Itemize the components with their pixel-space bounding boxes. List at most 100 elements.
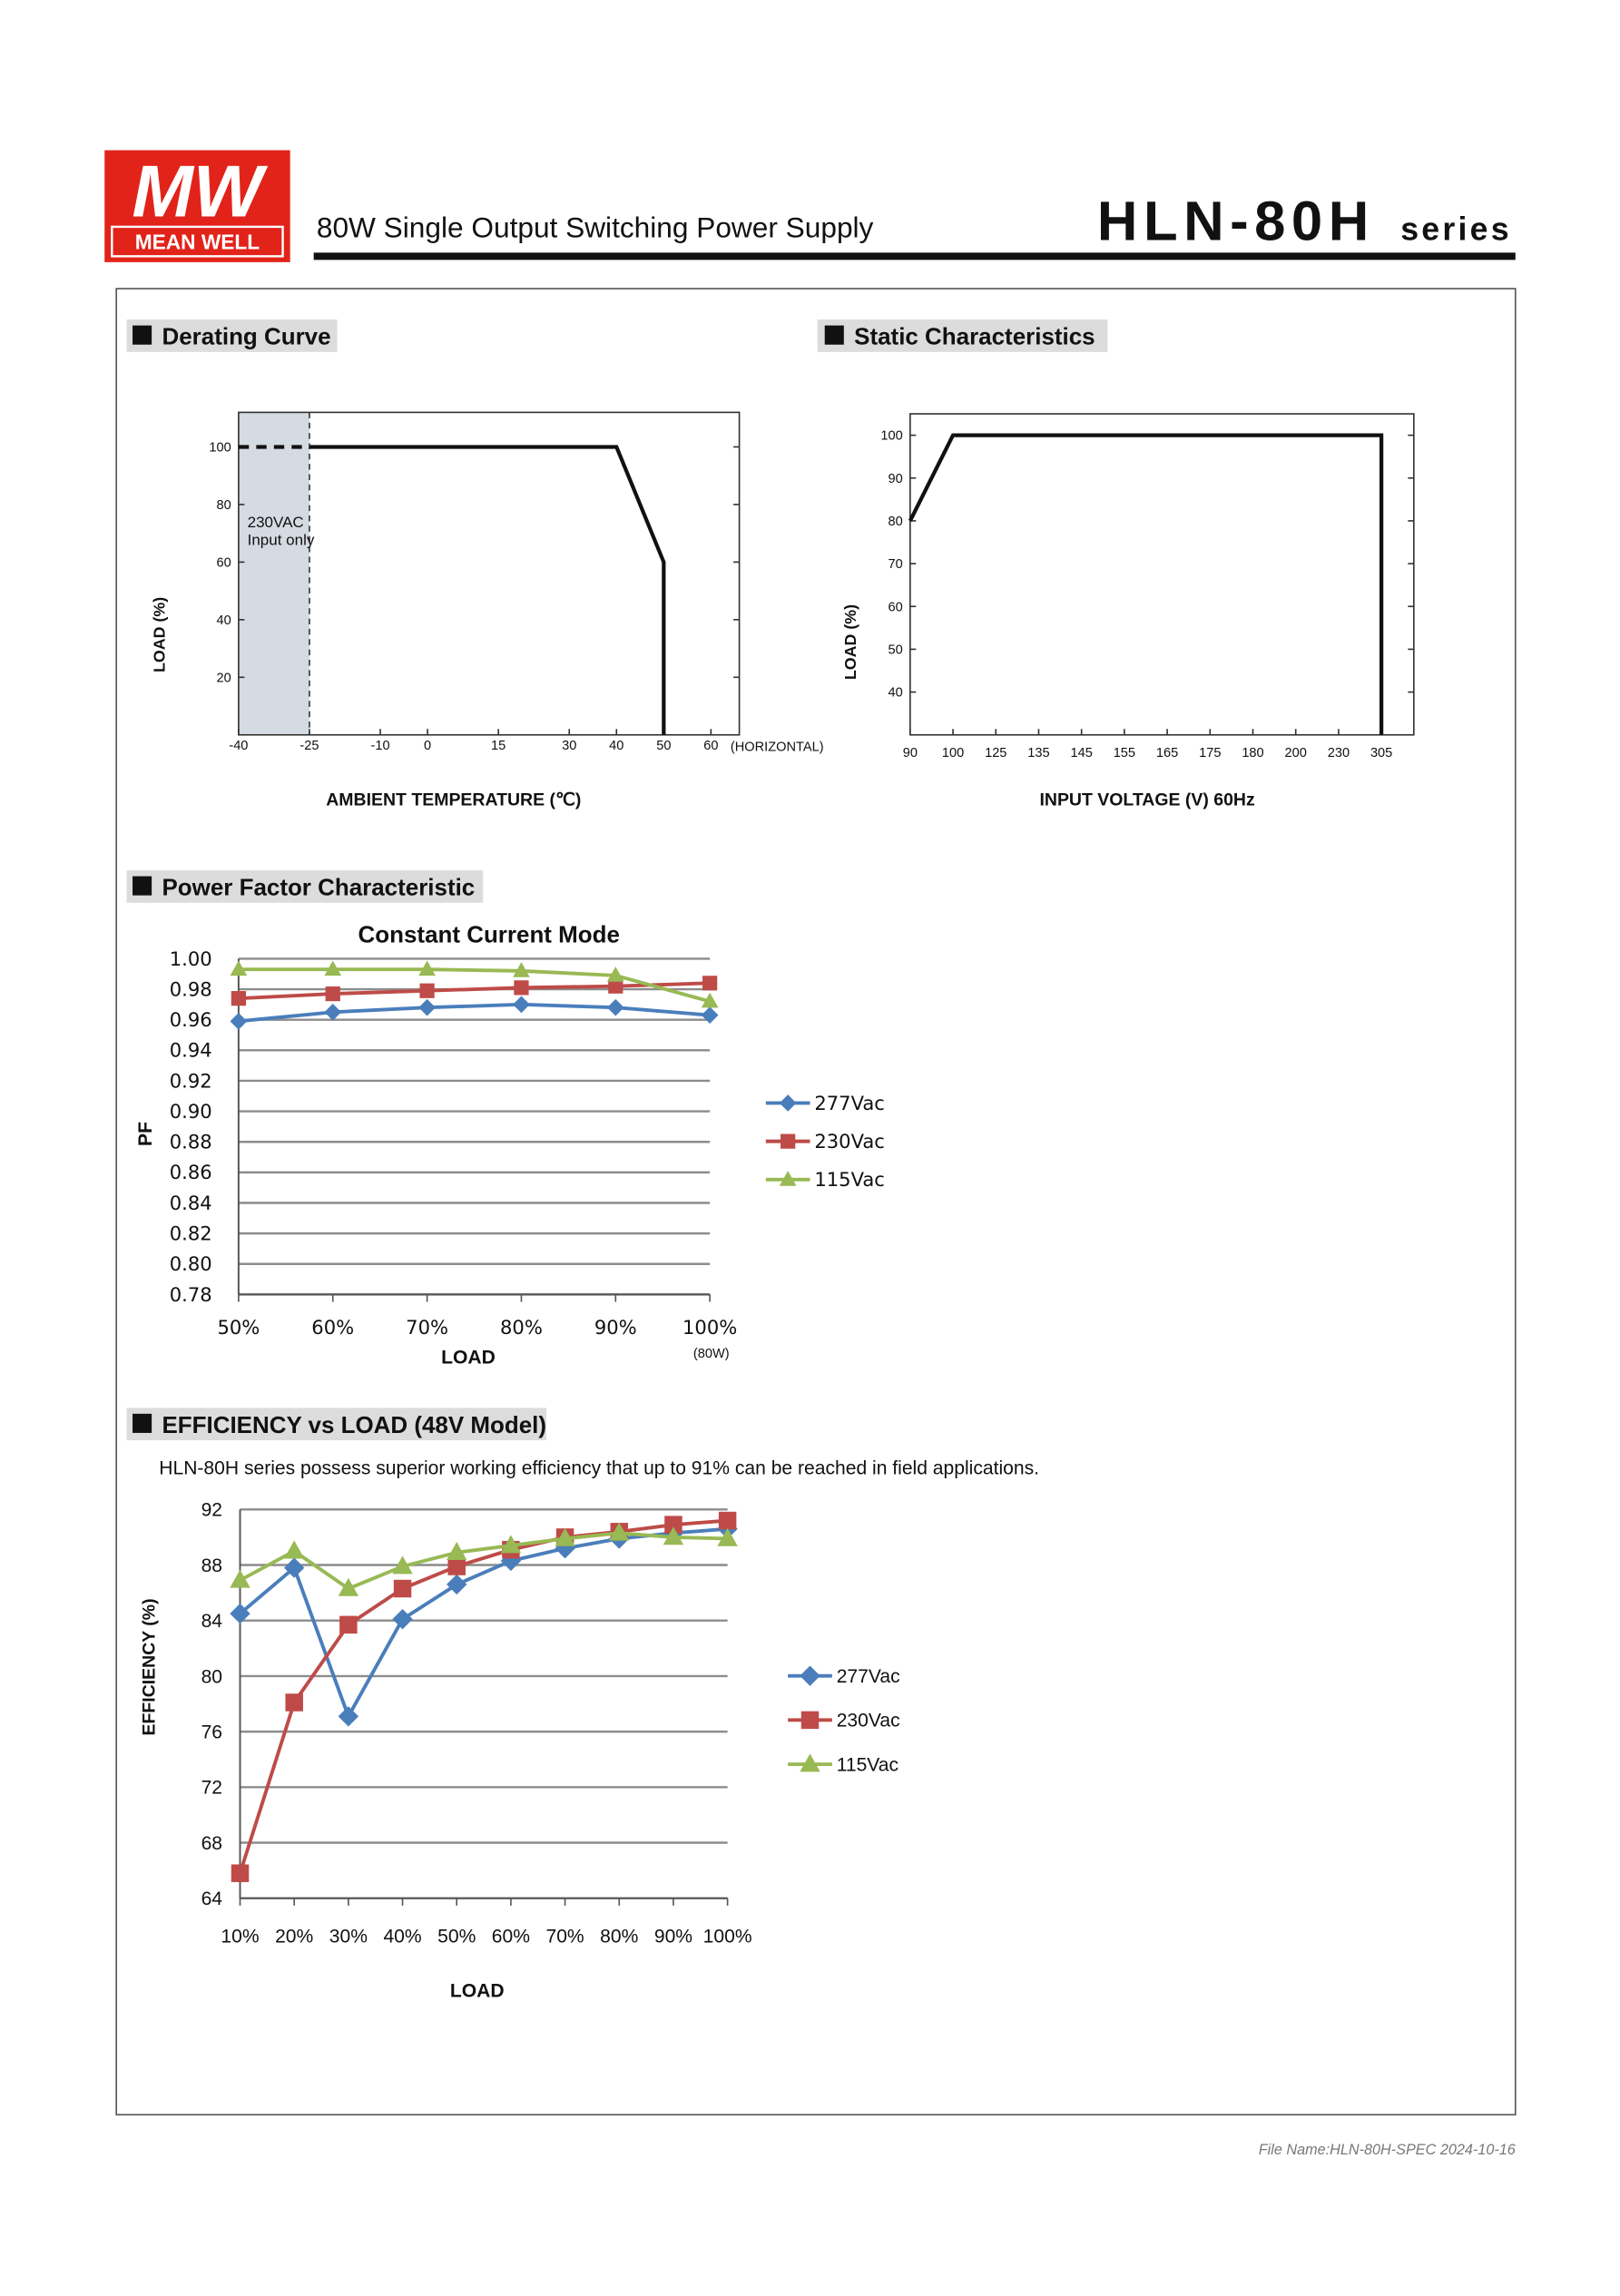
data-point — [447, 1557, 466, 1575]
content-frame — [115, 288, 1517, 2116]
y-tick-label: 50 — [888, 643, 902, 658]
data-point — [500, 1550, 522, 1572]
chart: 1.00 0.98 0.96 0.94 0.92 0.90 0.88 0.86 0.84 0.82… — [135, 921, 885, 1369]
y-tick-label: 84 — [201, 1611, 223, 1632]
x-tick-label: 0 — [424, 739, 431, 753]
model-name: HLN-80H — [1097, 191, 1375, 253]
y-tick-label: 64 — [201, 1889, 223, 1909]
y-tick-label: 1.00 — [170, 947, 212, 970]
series-line — [309, 445, 666, 735]
section-heading: EFFICIENCY vs LOAD (48V Model) — [126, 1408, 547, 1441]
data-point — [701, 992, 719, 1008]
chart: 64 68 72 76 80 84 88 92 10% 20% 30% 40% 50% 60% 70% 80%… — [139, 1500, 899, 2002]
y-tick-label: 100 — [880, 429, 902, 444]
data-point — [447, 1574, 467, 1595]
heading-bullet — [133, 1413, 152, 1433]
x-tick-label: 100% — [682, 1316, 737, 1339]
annotation: 230VAC — [248, 514, 304, 531]
model-series: series — [1400, 211, 1512, 248]
heading-bullet — [824, 325, 844, 345]
data-point — [418, 960, 436, 976]
heading-text: Derating Curve — [162, 323, 331, 350]
heading-text: Static Characteristics — [854, 323, 1095, 350]
x-label: INPUT VOLTAGE (V) 60Hz — [1039, 790, 1255, 810]
x-tick-label: -10 — [370, 739, 389, 753]
data-point — [393, 1579, 412, 1598]
legend-marker — [800, 1665, 820, 1686]
data-point — [283, 1540, 305, 1559]
heading-bg — [126, 870, 484, 903]
x-tick-label: 125 — [985, 746, 1006, 760]
data-point — [231, 991, 246, 1006]
y-tick-label: 80 — [217, 498, 231, 513]
x-note: (HORIZONTAL) — [731, 741, 824, 755]
logo-frame — [111, 225, 284, 258]
x-label: AMBIENT TEMPERATURE (℃) — [326, 790, 581, 810]
doc-subtitle: 80W Single Output Switching Power Supply — [317, 211, 874, 243]
section-heading: Static Characteristics — [817, 319, 1108, 352]
data-point — [663, 1526, 684, 1545]
y-tick-label: 0.94 — [170, 1039, 212, 1062]
x-tick-label: -25 — [299, 739, 319, 753]
heading-bg — [126, 1408, 547, 1441]
x-tick-label: 30% — [329, 1926, 368, 1947]
y-tick-label: 0.84 — [170, 1192, 212, 1214]
x-tick-label: 50% — [217, 1316, 260, 1339]
series-line — [908, 433, 1384, 735]
x-tick-label: 60 — [703, 739, 718, 753]
y-tick-label: 60 — [217, 555, 231, 570]
x-tick-label: 40 — [609, 739, 623, 753]
legend-marker — [800, 1711, 820, 1730]
series-line — [238, 1002, 711, 1024]
data-point — [230, 1013, 248, 1030]
logo-text: MEAN WELL — [135, 230, 260, 253]
x-tick-label: 70% — [545, 1926, 584, 1947]
y-tick-label: 60 — [888, 600, 902, 614]
plot-frame — [238, 411, 741, 736]
data-point — [717, 1527, 738, 1546]
legend-label: 230Vac — [837, 1711, 900, 1732]
y-label: LOAD (%) — [841, 604, 859, 680]
heading-bg — [126, 319, 338, 352]
legend-label: 277Vac — [837, 1666, 900, 1687]
y-tick-label: 76 — [201, 1722, 222, 1742]
data-point — [230, 960, 248, 976]
x-tick-label: 70% — [406, 1316, 448, 1339]
x-tick-label: 90 — [903, 746, 918, 760]
x-tick-label: 60% — [492, 1926, 530, 1947]
y-label: EFFICIENCY (%) — [139, 1598, 159, 1735]
x-tick-label: 90% — [594, 1316, 637, 1339]
x-tick-label: 100 — [942, 746, 964, 760]
data-point — [392, 1608, 413, 1630]
data-point — [230, 1603, 250, 1624]
heading-text: EFFICIENCY vs LOAD (48V Model) — [162, 1411, 547, 1438]
x-tick-label: 305 — [1370, 746, 1392, 760]
x-tick-label: 90% — [654, 1926, 692, 1947]
legend-marker — [779, 1171, 797, 1186]
title: Constant Current Mode — [358, 921, 620, 948]
y-tick-label: 0.90 — [170, 1100, 212, 1123]
y-tick-label: 0.96 — [170, 1008, 212, 1031]
y-tick-label: 68 — [201, 1833, 222, 1854]
data-point — [500, 1535, 522, 1554]
data-point — [418, 998, 436, 1016]
series-line — [238, 967, 711, 1004]
annotation: Input only — [248, 531, 315, 548]
heading-bullet — [133, 325, 152, 345]
y-tick-label: 40 — [888, 686, 902, 701]
data-point — [609, 1522, 630, 1541]
x-label: LOAD — [441, 1348, 496, 1369]
chart: 20 40 60 80 100 -40 -25 -10 0 15 30 40 50 60 AMBIENT T… — [151, 411, 824, 810]
efficiency-note: HLN-80H series possess superior working … — [159, 1457, 1039, 1478]
series-line — [239, 1531, 728, 1591]
y-tick-label: 0.78 — [170, 1283, 212, 1306]
data-point — [230, 1569, 250, 1588]
y-tick-label: 80 — [888, 515, 902, 529]
y-tick-label: 92 — [201, 1500, 222, 1521]
series-line — [238, 981, 711, 1001]
x-tick-label: 200 — [1285, 746, 1307, 760]
legend-label: 115Vac — [814, 1168, 885, 1191]
x-tick-label: 165 — [1156, 746, 1178, 760]
legend-marker — [781, 1133, 796, 1149]
